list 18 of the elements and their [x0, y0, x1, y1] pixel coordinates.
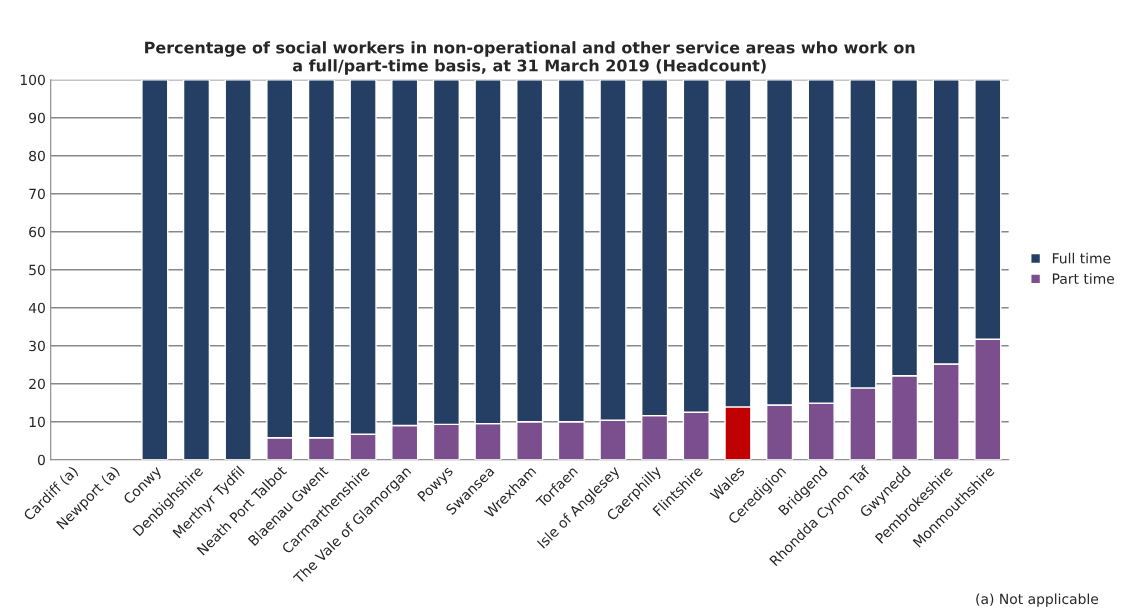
y-tick-label: 40 — [28, 302, 45, 314]
chart-title: Percentage of social workers in non-operational and other service areas who work on a full/part-time basis, at 31 March 2019 (Headcount) — [145, 41, 915, 75]
y-tick-label: 100 — [20, 74, 45, 86]
y-tick-label: 0 — [37, 454, 45, 466]
y-tick-label: 70 — [29, 188, 45, 200]
bar — [182, 79, 211, 460]
legend-label: Part time — [1052, 273, 1115, 284]
bar — [224, 79, 252, 460]
y-tick-label: 20 — [29, 378, 45, 390]
y-tick-label: 30 — [29, 340, 45, 352]
legend-label: Full time — [1052, 252, 1111, 264]
y-tick-label: 10 — [29, 416, 45, 428]
y-tick-label: 60 — [29, 226, 45, 238]
bar — [141, 79, 169, 460]
y-tick-label: 90 — [29, 112, 45, 124]
y-tick-label: 50 — [29, 264, 45, 276]
text: (a) Not applicable — [976, 593, 1099, 607]
y-tick-label: 80 — [29, 150, 45, 162]
